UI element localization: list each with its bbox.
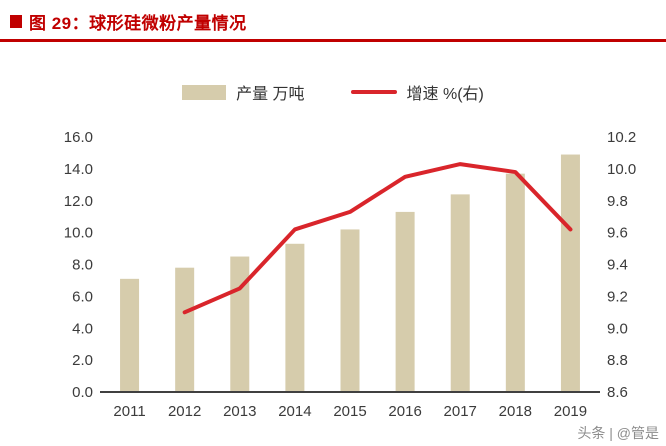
right-axis-tick: 10.2 [607,129,636,146]
left-axis-tick: 8.0 [72,257,93,274]
right-axis-tick: 9.2 [607,288,628,305]
right-axis-tick: 8.8 [607,352,628,369]
bar-swatch-icon [182,84,227,100]
right-axis-tick: 9.4 [607,257,628,274]
right-axis-tick: 9.6 [607,225,628,242]
left-axis-tick: 10.0 [64,225,93,242]
right-axis-tick: 8.6 [607,384,628,401]
figure-title: 图 29：球形硅微粉产量情况 [29,14,247,33]
x-axis-label: 2016 [388,403,421,420]
title-bullet-icon [10,15,22,28]
production-bar [505,173,525,392]
figure-header: 图 29：球形硅微粉产量情况 [10,9,247,34]
legend-item-growth: 增速 %(右) [350,80,484,104]
legend-item-production: 产量 万吨 [182,80,305,104]
right-axis-tick: 9.0 [607,320,628,337]
production-bar [230,256,250,392]
left-axis-tick: 16.0 [64,129,93,146]
left-axis-tick: 4.0 [72,320,93,337]
legend-label-production: 产量 万吨 [236,86,305,103]
production-bar [285,243,305,392]
line-swatch-icon [350,90,397,94]
x-axis-label: 2013 [223,403,256,420]
left-axis-tick: 0.0 [72,384,93,401]
left-axis-tick: 14.0 [64,161,93,178]
x-axis-label: 2011 [113,403,145,420]
production-bar [450,194,470,392]
chart-area: 0.0 2.0 4.0 6.0 8.0 10.0 12.0 14.0 16.0 8.6 8.8 9.0… [0,115,666,446]
x-axis-label: 2014 [278,403,311,420]
left-axis-tick: 12.0 [64,193,93,210]
watermark: 头条 | @管是 [575,423,661,443]
legend-label-growth: 增速 %(右) [406,86,484,103]
production-bar [395,211,415,392]
production-bar [175,267,195,392]
chart-legend: 产量 万吨 增速 %(右) [0,80,666,104]
x-axis-label: 2012 [168,403,201,420]
right-axis-tick: 10.0 [607,161,636,178]
header-underline [0,39,666,42]
production-bar [560,154,580,392]
x-axis-label: 2019 [554,403,587,420]
x-axis-label: 2017 [444,403,477,420]
x-axis-label: 2015 [333,403,366,420]
production-bar [120,278,140,392]
growth-line [182,162,573,315]
production-bar [340,229,360,392]
right-axis-tick: 9.8 [607,193,628,210]
chart-canvas: 0.0 2.0 4.0 6.0 8.0 10.0 12.0 14.0 16.0 8.6 8.8 9.0… [64,129,636,420]
left-axis-tick: 2.0 [72,352,93,369]
x-axis-label: 2018 [499,403,532,420]
left-axis-tick: 6.0 [72,288,93,305]
